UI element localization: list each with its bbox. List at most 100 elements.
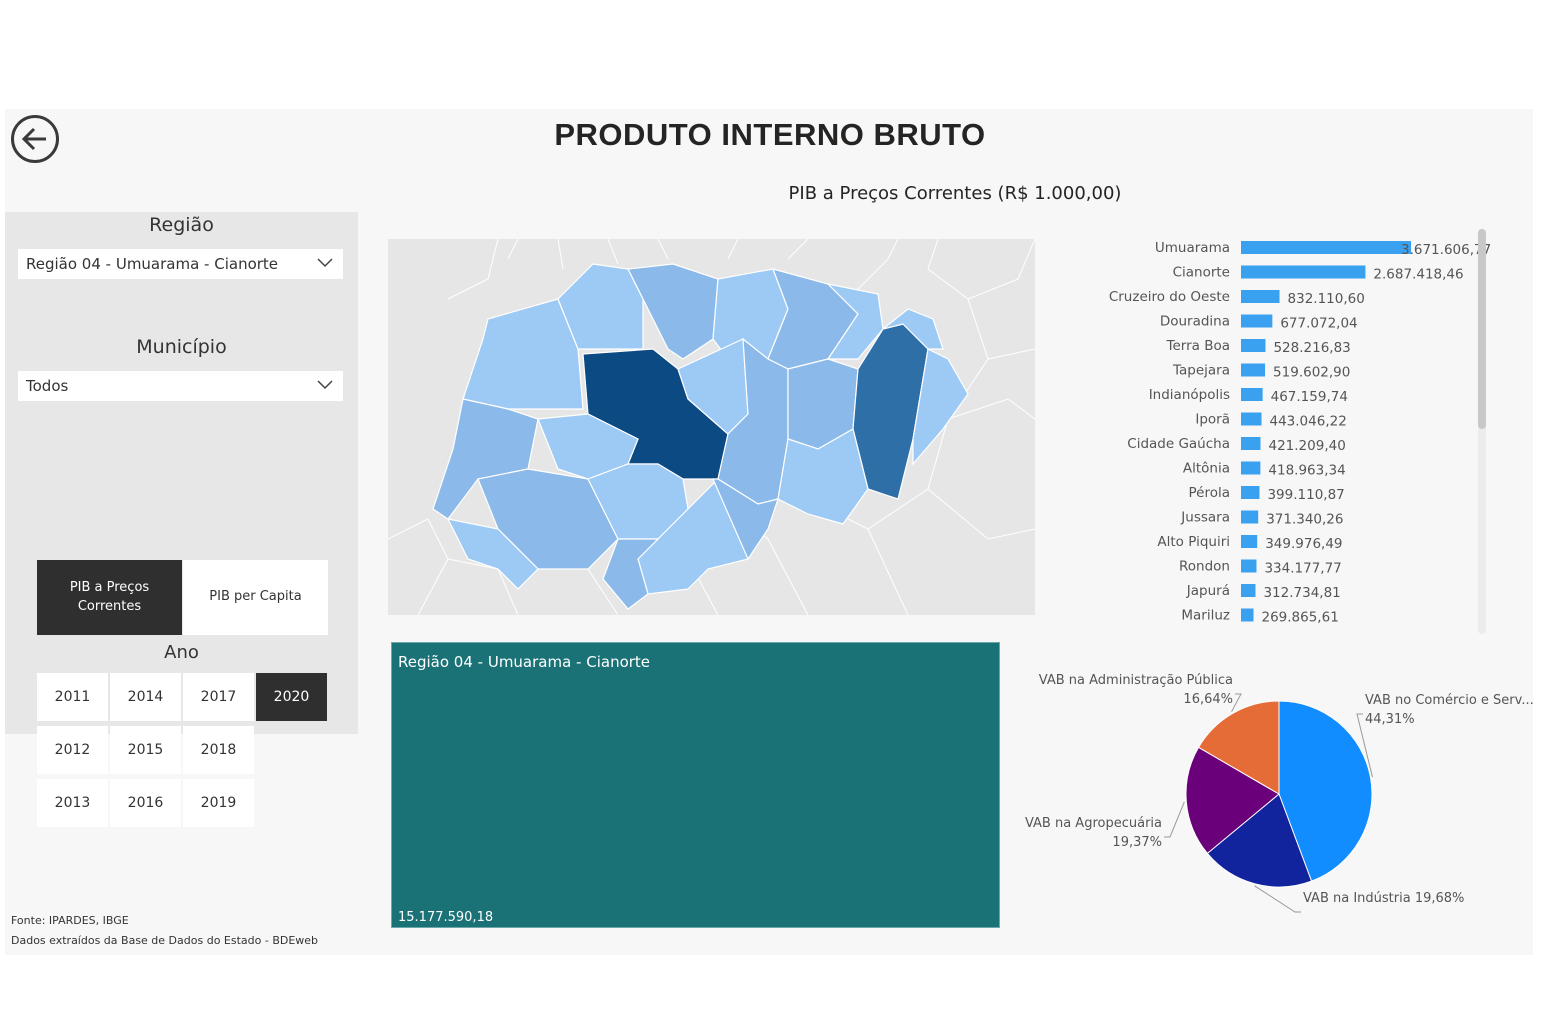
- pie-slice[interactable]: [1206, 793, 1313, 888]
- regiao-selected-value: Região 04 - Umuarama - Cianorte: [26, 255, 279, 273]
- bar-category-label: Jussara: [1180, 510, 1230, 526]
- bar[interactable]: [1241, 535, 1258, 548]
- map-region-municipalities: [432, 263, 969, 610]
- chevron-down-icon: [317, 380, 333, 390]
- bar-value-label: 443.046,22: [1270, 414, 1347, 430]
- pie-slice-percent: 19,37%: [1112, 835, 1162, 850]
- bar-category-label: Pérola: [1188, 485, 1230, 501]
- bar-value-label: 269.865,61: [1261, 610, 1338, 626]
- scrollbar-track[interactable]: [1478, 229, 1486, 634]
- bar[interactable]: [1241, 412, 1262, 426]
- pie-slice[interactable]: [1278, 700, 1373, 882]
- pie-slice-percent: 16,64%: [1183, 692, 1233, 707]
- year-button-2018[interactable]: 2018: [183, 726, 254, 774]
- year-button-2019[interactable]: 2019: [183, 779, 254, 827]
- year-button-2015[interactable]: 2015: [110, 726, 181, 774]
- bar-value-label: 421.209,40: [1269, 438, 1346, 454]
- bar-category-label: Mariluz: [1181, 608, 1230, 624]
- bar[interactable]: [1241, 388, 1263, 401]
- bar[interactable]: [1241, 339, 1266, 352]
- bar-category-label: Altônia: [1183, 461, 1230, 477]
- pie-slice-label: VAB na Agropecuária: [1025, 816, 1162, 831]
- pie-slice-label: VAB na Indústria 19,68%: [1303, 891, 1464, 906]
- bar-value-label: 677.072,04: [1280, 316, 1357, 332]
- municipio-selected-value: Todos: [26, 377, 69, 395]
- chevron-down-icon: [317, 258, 333, 268]
- bar-value-label: 519.602,90: [1273, 365, 1350, 381]
- bar[interactable]: [1241, 437, 1261, 450]
- pie-slice-label: VAB na Administração Pública: [1039, 673, 1233, 688]
- bar[interactable]: [1241, 241, 1411, 254]
- year-button-2013[interactable]: 2013: [37, 779, 108, 827]
- measure-button-pib-per-capita[interactable]: PIB per Capita: [183, 560, 328, 635]
- footer-note: Dados extraídos da Base de Dados do Esta…: [11, 934, 319, 947]
- year-button-2014[interactable]: 2014: [110, 673, 181, 721]
- filter-panel: Região Região 04 - Umuarama - Cianorte M…: [5, 212, 358, 827]
- map-inactive-borders: [387, 238, 1036, 616]
- bar-value-label: 312.734,81: [1263, 585, 1340, 601]
- pie-slice[interactable]: [1197, 700, 1280, 795]
- pie-slice-label: VAB no Comércio e Serv...: [1365, 693, 1533, 708]
- chart-title: PIB a Preços Correntes (R$ 1.000,00): [788, 183, 1122, 204]
- regiao-slicer-title: Região: [149, 214, 214, 236]
- pie-leader-line: [1231, 693, 1242, 712]
- bar[interactable]: [1241, 363, 1266, 377]
- bar-value-label: 528.216,83: [1273, 340, 1350, 356]
- bar-category-label: Cianorte: [1173, 265, 1230, 281]
- bar-category-label: Cidade Gaúcha: [1127, 436, 1230, 452]
- bar-category-label: Cruzeiro do Oeste: [1109, 289, 1230, 305]
- bar-category-label: Japurá: [1186, 583, 1230, 599]
- scrollbar-thumb[interactable]: [1478, 229, 1486, 429]
- map-svg: [387, 238, 1036, 616]
- bar-category-label: Douradina: [1160, 314, 1230, 330]
- pie-leader-line: [1254, 885, 1301, 913]
- municipio-slicer-title: Município: [136, 336, 227, 358]
- bar-value-label: 349.976,49: [1265, 536, 1342, 552]
- bar-category-label: Tapejara: [1172, 363, 1230, 379]
- footer-source: Fonte: IPARDES, IBGE: [11, 914, 129, 927]
- card-title: Região 04 - Umuarama - Cianorte: [398, 653, 651, 671]
- bar-value-label: 334.177,77: [1264, 561, 1341, 577]
- year-button-2020[interactable]: 2020: [256, 673, 327, 721]
- municipio-dropdown[interactable]: Todos: [18, 371, 343, 401]
- arrow-left-icon: [21, 127, 46, 151]
- pie-chart[interactable]: VAB no Comércio e Serv... 44,31% VAB na In…: [1015, 664, 1533, 914]
- bar-value-label: 2.687.418,46: [1373, 267, 1463, 283]
- bar-value-label: 371.340,26: [1266, 512, 1343, 528]
- year-button-2017[interactable]: 2017: [183, 673, 254, 721]
- pie-slice-percent: 44,31%: [1365, 712, 1415, 727]
- bar[interactable]: [1241, 290, 1280, 303]
- bar[interactable]: [1241, 314, 1273, 328]
- region-total-card[interactable]: Região 04 - Umuarama - Cianorte 15.177.5…: [391, 642, 1000, 928]
- choropleth-map[interactable]: [387, 238, 1036, 616]
- bar-category-label: Alto Piquiri: [1157, 534, 1230, 550]
- bar-value-label: 418.963,34: [1268, 463, 1345, 479]
- bar[interactable]: [1241, 510, 1259, 524]
- bar-category-label: Umuarama: [1155, 240, 1230, 256]
- page-title: PRODUTO INTERNO BRUTO: [554, 117, 986, 152]
- bar-category-label: Terra Boa: [1166, 338, 1230, 354]
- measure-button-pib-correntes[interactable]: PIB a Preços Correntes: [37, 560, 182, 635]
- bar[interactable]: [1241, 608, 1254, 622]
- regiao-dropdown[interactable]: Região 04 - Umuarama - Cianorte: [18, 249, 343, 279]
- pie-leader-line: [1356, 713, 1373, 778]
- ano-slicer-title: Ano: [164, 642, 199, 663]
- year-button-2011[interactable]: 2011: [37, 673, 108, 721]
- bar[interactable]: [1241, 559, 1257, 573]
- bar[interactable]: [1241, 461, 1261, 475]
- bar-chart[interactable]: Umuarama 3.671.606,77 Cianorte 2.687.418,46…: [1095, 231, 1495, 631]
- bar[interactable]: [1241, 584, 1256, 597]
- bar-category-label: Iporã: [1195, 412, 1230, 428]
- report-canvas: PRODUTO INTERNO BRUTO Região Região 04 -…: [5, 109, 1533, 955]
- bar-value-label: 399.110,87: [1267, 487, 1344, 503]
- pie-slice[interactable]: [1185, 746, 1280, 855]
- year-button-2012[interactable]: 2012: [37, 726, 108, 774]
- year-button-2016[interactable]: 2016: [110, 779, 181, 827]
- bar[interactable]: [1241, 486, 1260, 499]
- back-button[interactable]: [11, 115, 59, 163]
- card-value: 15.177.590,18: [398, 910, 494, 925]
- bar-value-label: 3.671.606,77: [1401, 242, 1491, 258]
- bar-category-label: Rondon: [1179, 559, 1230, 575]
- bar-category-label: Indianópolis: [1149, 387, 1230, 403]
- bar[interactable]: [1241, 265, 1366, 279]
